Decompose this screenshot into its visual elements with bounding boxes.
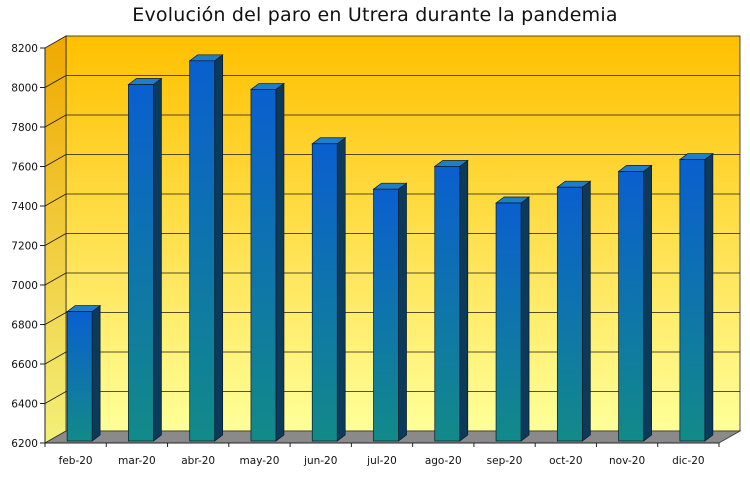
bar-front [311, 143, 338, 442]
chart-title: Evolución del paro en Utrera durante la … [132, 4, 618, 26]
bar-front [434, 166, 461, 442]
x-tick-label: oct-20 [549, 455, 582, 467]
bar-nov-20 [617, 164, 653, 442]
x-tick-label: dic-20 [672, 455, 705, 467]
bar-side [214, 54, 224, 442]
gridline-side [44, 233, 67, 246]
y-tick-label: 6800 [11, 320, 38, 332]
y-tick-label: 8000 [11, 83, 38, 95]
x-tick-label: sep-20 [487, 455, 523, 467]
bar-side [336, 137, 346, 442]
y-tick-label: 8200 [11, 43, 38, 55]
bar-side [459, 159, 469, 442]
bar-dic-20 [678, 152, 714, 442]
bar-oct-20 [556, 180, 592, 442]
bar-mar-20 [127, 77, 163, 442]
bar-jul-20 [372, 182, 408, 442]
y-tick-label: 6400 [11, 399, 38, 411]
bar-sep-20 [494, 196, 531, 442]
x-tick-label: jun-20 [303, 455, 337, 467]
gridline-side [44, 312, 67, 325]
bar-side [643, 164, 652, 442]
bar-front [679, 159, 706, 442]
bar-jun-20 [311, 137, 347, 442]
gridline-side [44, 272, 67, 286]
bar-side [398, 182, 407, 442]
y-tick-label: 6200 [11, 438, 38, 450]
x-axis: feb-20 mar-20 abr-20 may-20 jun-20 jul-20 ago-… [44, 442, 720, 467]
gridline-side [44, 75, 67, 88]
x-tick-label: ago-20 [425, 455, 462, 467]
y-axis: 6200 6400 6600 6800 7000 7200 7400 7600 7800 8000… [11, 43, 46, 450]
gridline-side [44, 154, 67, 167]
gridline-side [44, 114, 67, 128]
x-tick-label: feb-20 [59, 455, 93, 467]
x-tick-label: may-20 [240, 455, 280, 467]
y-tick-label: 6600 [11, 359, 38, 371]
bar-side [91, 304, 101, 442]
bar-front [128, 84, 154, 442]
bar-side [275, 82, 285, 442]
bar-feb-20 [66, 304, 102, 442]
x-tick-label: abr-20 [181, 455, 215, 467]
bar-ago-20 [433, 159, 469, 442]
bar-side [704, 152, 714, 442]
bar-front [189, 60, 216, 442]
bar-front [556, 186, 583, 442]
gridline-side [44, 351, 67, 365]
x-tick-label: nov-20 [609, 455, 645, 467]
bar-side [520, 196, 530, 442]
x-tick-label: jul-20 [366, 455, 397, 467]
bars [66, 54, 714, 442]
y-tick-label: 7200 [11, 241, 38, 253]
bar-front [618, 171, 644, 442]
gridline-side [44, 193, 67, 207]
bar-front [373, 188, 399, 442]
bar-front [250, 89, 277, 442]
bar-abr-20 [188, 54, 224, 442]
y-tick-label: 7600 [11, 162, 38, 174]
bar-front [66, 311, 93, 442]
gridline-side [44, 391, 67, 404]
bar-may-20 [249, 82, 286, 442]
bar-side [153, 77, 162, 442]
bar-side [581, 180, 591, 442]
y-tick-label: 7000 [11, 280, 38, 292]
bar-front [495, 202, 522, 442]
x-tick-label: mar-20 [118, 455, 155, 467]
y-tick-label: 7800 [11, 122, 38, 134]
y-tick-label: 7400 [11, 201, 38, 213]
